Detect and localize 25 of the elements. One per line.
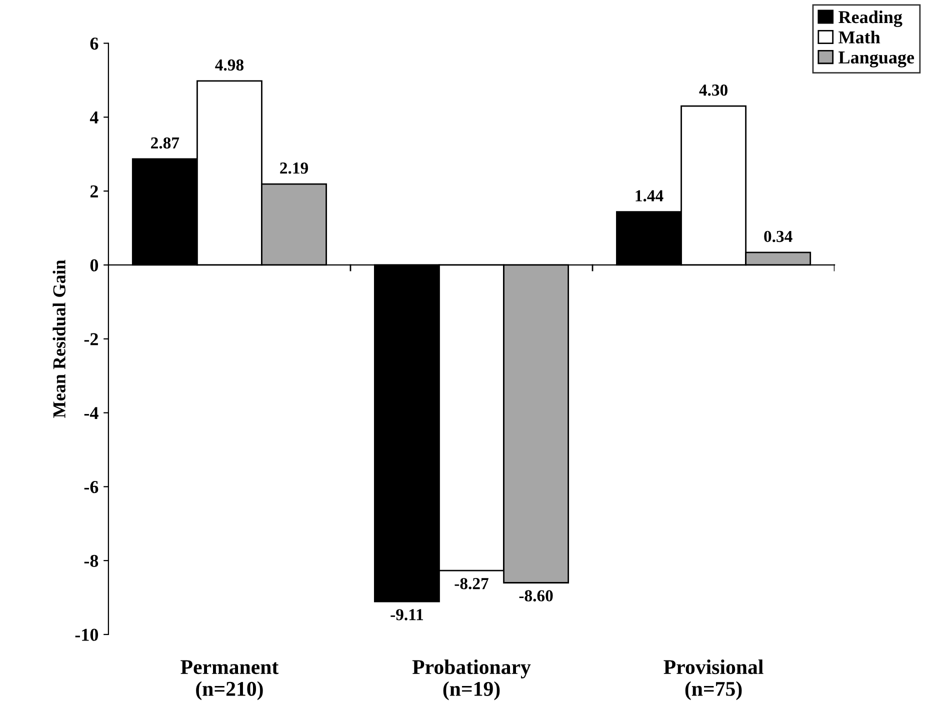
y-tick-label: -6 [84,480,98,494]
y-tick-label: -4 [84,407,98,420]
y-tick-label: 6 [90,38,98,50]
data-label: -8.27 [454,578,488,590]
x-tick-label: Probationary (n=19) [412,659,531,700]
y-tick-label: 2 [90,185,98,198]
y-tick-label: -10 [75,628,98,641]
data-label: -9.11 [390,609,423,620]
x-tick-label: Provisional (n=75) [664,659,764,700]
y-axis-title: Mean Residual Gain [52,260,66,418]
data-label: 1.44 [636,190,664,202]
legend-label: Reading [838,10,902,28]
x-tick-label: Permanent (n=210) [180,660,279,700]
y-tick-label: 0 [90,259,98,272]
y-tick-label: -8 [84,554,98,568]
data-label: 4.98 [215,59,244,71]
data-label: 4.30 [699,84,728,96]
legend-label: Math [838,30,880,44]
data-label: 2.19 [280,162,308,174]
legend-label: Language [838,52,914,68]
y-tick-label: -2 [84,333,98,346]
data-label: 0.34 [764,230,792,242]
data-label: 2.87 [151,137,180,149]
data-label: -8.60 [519,590,553,602]
y-tick-label: 4 [90,112,98,124]
